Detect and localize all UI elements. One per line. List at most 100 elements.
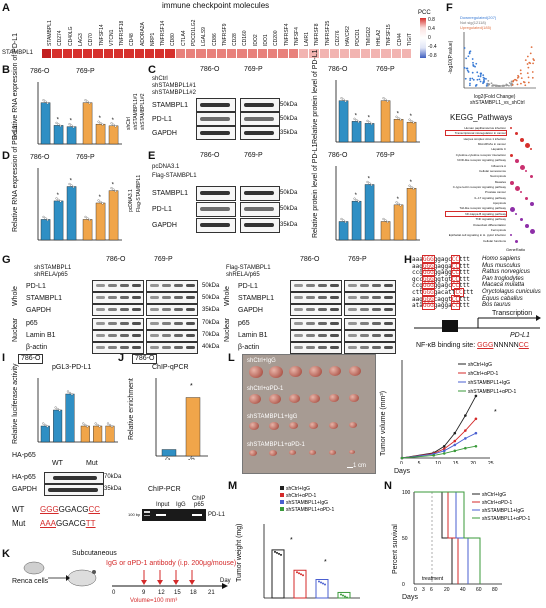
panel-label-f: F bbox=[446, 2, 453, 14]
volcano-point bbox=[526, 55, 529, 58]
blot bbox=[146, 280, 198, 292]
cell-label: 786-O bbox=[30, 68, 50, 75]
panel-l: shCtrl+IgG shCtrl+αPD-1 shSTAMBPL1+IgG shST… bbox=[236, 352, 544, 480]
kda-label: 50kDa bbox=[202, 283, 220, 289]
gene-label: VTCN1 bbox=[108, 29, 115, 46]
mut-sequence: AAAGGACGTT bbox=[40, 519, 96, 528]
series-point bbox=[442, 447, 446, 451]
panel-label-c: C bbox=[148, 64, 156, 76]
section-whole: Whole bbox=[224, 286, 231, 306]
data-point bbox=[368, 121, 371, 124]
bar bbox=[53, 125, 64, 145]
tumor bbox=[269, 422, 279, 430]
tumor bbox=[289, 450, 296, 455]
pathway-bubble bbox=[525, 196, 528, 200]
data-point bbox=[101, 123, 104, 126]
volcano-point bbox=[463, 66, 466, 69]
data-point bbox=[42, 422, 45, 425]
data-point bbox=[397, 202, 400, 205]
data-point bbox=[112, 123, 115, 126]
gene-label: IDO2 bbox=[252, 34, 259, 46]
data-point bbox=[382, 217, 385, 221]
significance-star: * bbox=[99, 195, 102, 201]
row-label: pcDNA3.1 bbox=[152, 164, 180, 170]
treatment-label: treatment bbox=[422, 576, 444, 582]
cell-label: 786-O bbox=[328, 66, 348, 73]
blot-gapdh-786 bbox=[196, 218, 236, 233]
pathway-label: Human papillomavirus infection bbox=[464, 126, 506, 130]
gene-label: HAVCR2 bbox=[345, 26, 352, 46]
data-point bbox=[278, 552, 280, 555]
data-point bbox=[44, 100, 47, 103]
legend-item: Upregulated(185) bbox=[460, 25, 492, 30]
row-label: Flag-STAMBPL1 bbox=[152, 173, 197, 179]
row-label: shRELA/p65 bbox=[34, 272, 68, 278]
data-point bbox=[84, 423, 87, 427]
bar bbox=[380, 100, 391, 143]
gene-label: TNFSF14 bbox=[98, 24, 105, 46]
kda-label: 70kDa bbox=[104, 474, 122, 480]
volcano-point bbox=[487, 83, 489, 85]
volcano-point bbox=[479, 75, 482, 78]
volcano-point bbox=[516, 83, 519, 86]
significance-star: * bbox=[57, 117, 60, 123]
legend-label: shSTAMBPL1+αPD-1 bbox=[468, 389, 516, 395]
section-nuclear: Nuclear bbox=[224, 317, 231, 342]
legend-item: Downregulated(207) bbox=[460, 15, 497, 20]
tumor-weight-chart: shCtrl+IgGshCtrl+αPD-1shSTAMBPL1+IgGshST… bbox=[263, 486, 360, 599]
data-point bbox=[346, 596, 348, 599]
data-point bbox=[70, 124, 73, 127]
data-point bbox=[355, 199, 358, 202]
blot-label: GAPDH bbox=[152, 222, 177, 229]
panel-c-ylabel: Relative protein level of PD-L1 bbox=[312, 49, 319, 144]
data-point bbox=[344, 595, 346, 598]
gene-label: TMIGD2 bbox=[365, 27, 372, 46]
volcano-point bbox=[474, 65, 476, 68]
panel-d: Relative RNA expression of PD-L1 786-O 7… bbox=[12, 125, 146, 250]
panel-label-a: A bbox=[2, 2, 10, 14]
heatmap-cell bbox=[391, 49, 402, 58]
data-point bbox=[55, 121, 58, 124]
heatmap-cell bbox=[247, 49, 258, 58]
band-label: PD-L1 bbox=[208, 512, 226, 518]
data-point bbox=[68, 123, 71, 126]
blot bbox=[92, 292, 144, 304]
row-label: Flag-STAMBPL1 bbox=[226, 265, 271, 271]
data-point bbox=[395, 115, 398, 118]
significance-star: * bbox=[355, 193, 358, 199]
blot bbox=[146, 330, 198, 342]
sequence-row: ataGGGgaggaCCttt bbox=[412, 301, 470, 311]
category-label: IgG bbox=[161, 456, 172, 460]
volcano-point bbox=[508, 84, 510, 87]
x-tick: 5 bbox=[418, 461, 421, 464]
cell-label: 769-P bbox=[244, 66, 263, 73]
heatmap-cell bbox=[83, 49, 94, 58]
data-point bbox=[56, 407, 59, 411]
panel-c: 786-O 769-P shCtrl shSTAMBPL1#1 shSTAMBP… bbox=[152, 49, 444, 150]
tumor bbox=[289, 394, 300, 403]
row-label: shSTAMBPL1 bbox=[34, 265, 72, 271]
day-tick: 15 bbox=[174, 590, 181, 596]
bar bbox=[393, 204, 404, 241]
heatmap-cell bbox=[52, 49, 63, 58]
kda-label: 50kDa bbox=[280, 190, 298, 196]
pathway-bubble bbox=[530, 175, 533, 179]
data-point bbox=[98, 425, 101, 428]
blot-ha-p65 bbox=[44, 472, 104, 484]
data-point bbox=[112, 188, 115, 191]
kda-label: 70kDa bbox=[202, 332, 220, 338]
pathway-label: Herpes simplex virus 1 infection bbox=[463, 136, 506, 141]
panel-e-ylabel: Relative protein level of PD-L1 bbox=[312, 143, 319, 238]
tumor bbox=[309, 366, 322, 377]
tumor bbox=[349, 366, 361, 376]
heatmap-cell bbox=[227, 49, 238, 58]
series-line bbox=[401, 432, 477, 459]
cell-label: 786-O bbox=[300, 256, 320, 263]
bar bbox=[53, 200, 64, 241]
pcc-tick: 0 bbox=[428, 35, 431, 41]
data-point bbox=[55, 197, 58, 200]
blot-label: Lamin B1 bbox=[238, 332, 268, 339]
bar bbox=[65, 393, 75, 443]
volcano-point bbox=[527, 81, 530, 84]
panel-l-xlabel: Days bbox=[394, 468, 410, 475]
